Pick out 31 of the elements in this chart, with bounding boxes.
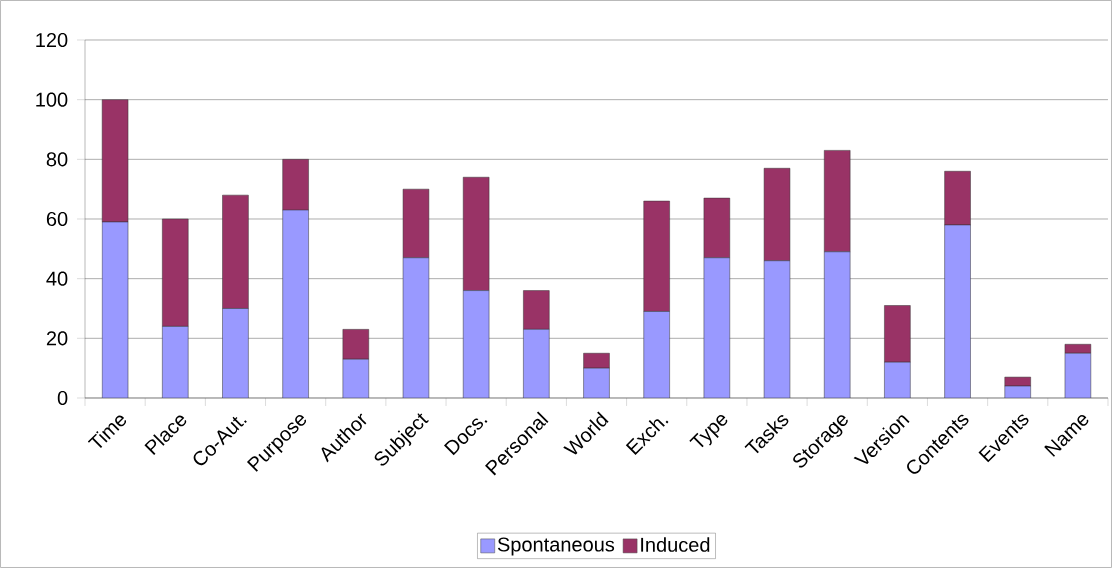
bar	[101, 221, 129, 398]
bar	[703, 257, 731, 398]
bar	[162, 326, 189, 398]
bar	[884, 305, 911, 363]
bar	[944, 224, 971, 398]
y-tick-label: 80	[46, 152, 68, 167]
bar	[1004, 376, 1031, 387]
y-tick-label: 60	[46, 211, 68, 227]
bar	[402, 257, 430, 398]
bar	[523, 290, 550, 330]
bar	[162, 218, 189, 327]
y-tick-label: 100	[36, 92, 68, 107]
bar	[342, 329, 369, 360]
y-tick-label: 0	[57, 390, 68, 406]
legend-label: Induced	[641, 537, 710, 552]
bar	[763, 260, 791, 398]
bar	[583, 352, 610, 369]
bar	[884, 361, 911, 398]
x-tick-label: Type	[689, 415, 728, 448]
bar	[523, 329, 550, 398]
bar	[462, 290, 490, 398]
y-tick-label: 40	[46, 271, 68, 286]
bar	[643, 311, 670, 398]
x-tick-label: Time	[87, 415, 127, 449]
y-tick-label: 120	[36, 32, 68, 48]
bar	[282, 209, 309, 398]
bar	[824, 251, 851, 398]
bar	[583, 367, 610, 398]
legend-label: Spontaneous	[497, 537, 615, 556]
bar	[222, 308, 249, 398]
y-tick-label: 20	[46, 331, 68, 346]
